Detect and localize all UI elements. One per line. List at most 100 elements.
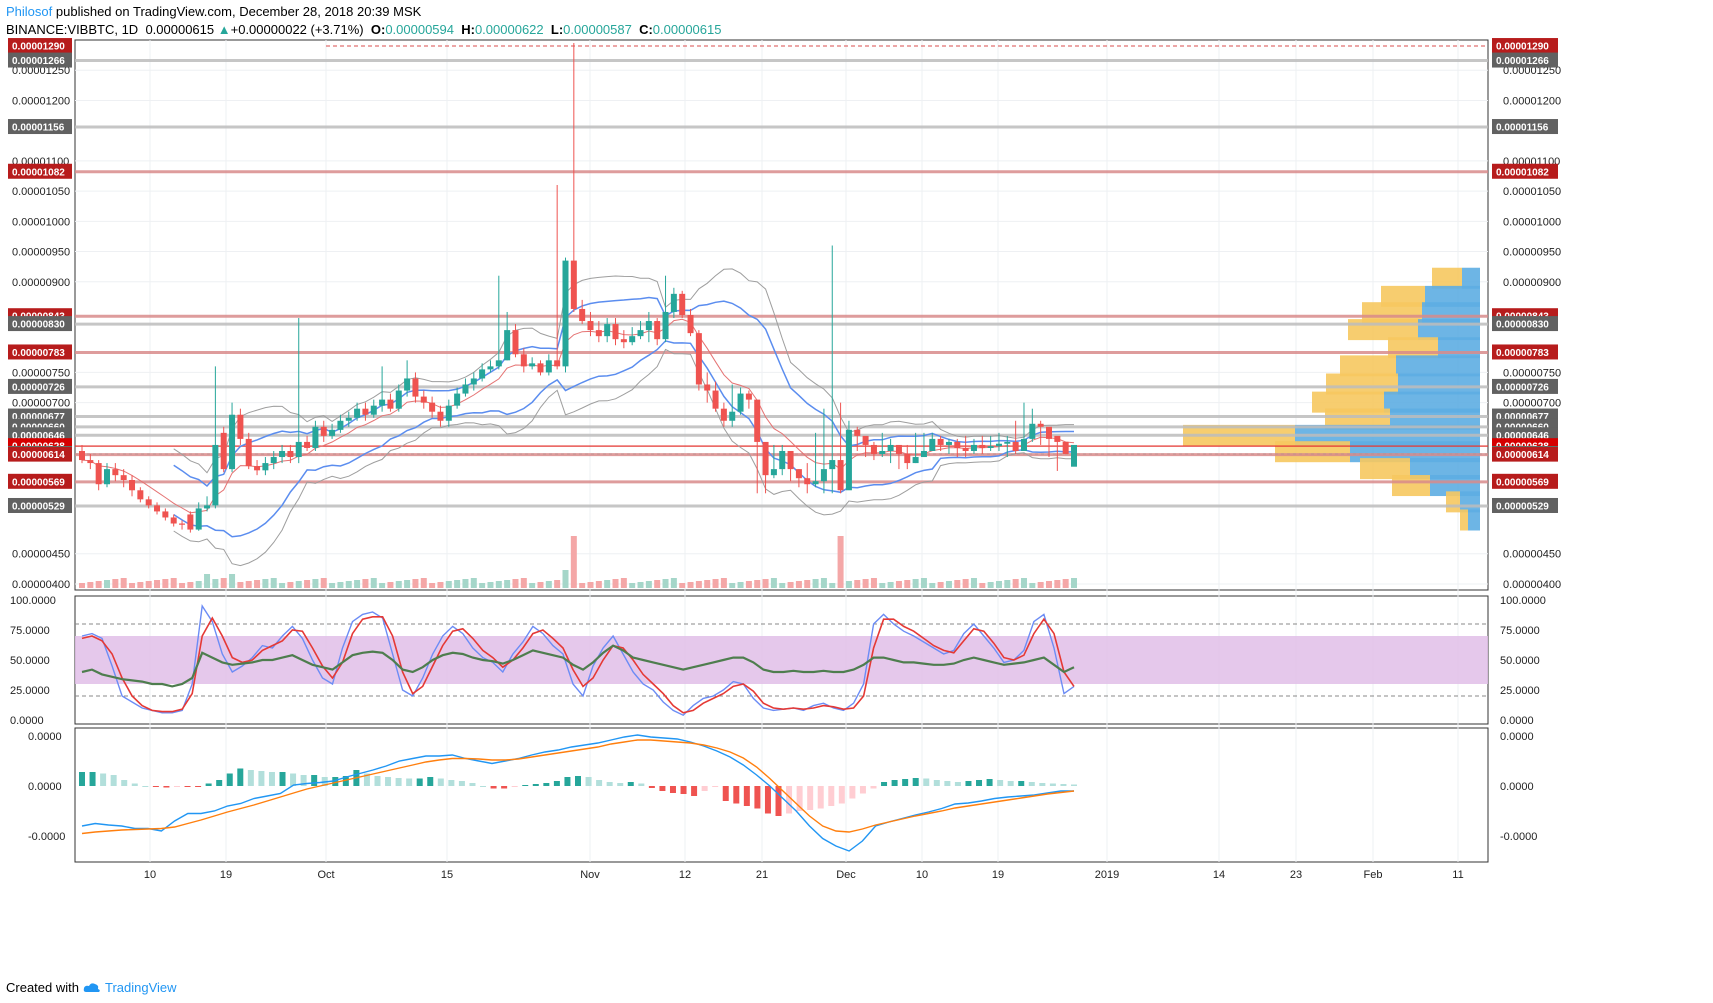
macd-histogram-bar	[226, 773, 233, 786]
volume-bar	[1054, 580, 1061, 588]
volume-bar	[712, 579, 719, 588]
candle-body	[654, 321, 661, 340]
volume-profile-down	[1430, 475, 1480, 497]
candle-body	[445, 405, 452, 421]
rsi-series-line	[81, 616, 1075, 714]
volume-bar	[895, 581, 902, 588]
volume-bar	[795, 581, 802, 588]
volume-bar	[745, 581, 752, 588]
macd-histogram-bar	[997, 780, 1004, 786]
price-level-tag-left	[8, 473, 72, 489]
macd-histogram-bar	[469, 783, 476, 786]
x-tick-label: 19	[220, 869, 232, 881]
rsi-tick-left: 75.0000	[10, 625, 50, 637]
macd-histogram-bar	[722, 786, 729, 801]
macd-histogram-bar	[902, 779, 909, 786]
volume-bar	[695, 581, 702, 588]
y-tick-label-left: 0.00000450	[12, 549, 70, 561]
volume-bar	[87, 582, 94, 588]
close-value: 0.00000615	[652, 22, 722, 37]
volume-bar	[779, 583, 786, 588]
candle-body	[1012, 441, 1019, 451]
bollinger-lower	[173, 348, 1074, 567]
candle-body	[1037, 423, 1044, 427]
volume-bar	[995, 581, 1002, 588]
macd-histogram-bar	[332, 777, 339, 786]
macd-histogram-bar	[131, 783, 138, 786]
macd-histogram-bar	[1007, 781, 1014, 786]
candle-body	[862, 435, 869, 445]
candle-body	[687, 315, 694, 334]
price-level-tag-right	[1492, 52, 1558, 68]
volume-bar	[962, 579, 969, 588]
price-level-tag-left	[8, 378, 72, 394]
volume-bar	[1012, 579, 1019, 588]
macd-histogram-bar	[501, 786, 508, 789]
volume-bar	[312, 579, 319, 588]
macd-histogram-bar	[427, 777, 434, 786]
macd-tick-right: -0.0000	[1500, 831, 1537, 843]
volume-profile-up	[1381, 285, 1425, 307]
rsi-tick-right: 0.0000	[1500, 715, 1534, 727]
volume-bar	[437, 582, 444, 588]
macd-histogram-bar	[838, 786, 845, 804]
rsi-tick-right: 50.0000	[1500, 655, 1540, 667]
macd-histogram-bar	[290, 773, 297, 786]
candle-body	[95, 463, 102, 485]
candle-body	[729, 411, 736, 421]
macd-histogram-bar	[184, 786, 191, 787]
macd-histogram-bar	[891, 780, 898, 786]
volume-bar	[412, 579, 419, 588]
volume-bar	[145, 581, 152, 588]
price-level-tag-left	[8, 52, 72, 68]
price-level-tag-left	[8, 163, 72, 179]
candle-body	[320, 426, 327, 436]
macd-histogram-bar	[363, 773, 370, 786]
candle-body	[637, 330, 644, 337]
macd-histogram-bar	[163, 786, 170, 788]
open-label: O:	[370, 22, 386, 37]
y-tick-label-left: 0.00000700	[12, 398, 70, 410]
macd-histogram-bar	[311, 775, 318, 786]
price-level-tag-right	[1492, 497, 1558, 513]
volume-bar	[504, 580, 511, 588]
price-level-tag-right-text: 0.00000726	[1496, 382, 1549, 393]
volume-profile-up	[1312, 391, 1384, 413]
volume-bar	[820, 578, 827, 588]
volume-bar	[395, 581, 402, 588]
y-tick-label-right: 0.00001000	[1503, 216, 1561, 228]
volume-bar	[862, 579, 869, 588]
volume-bar	[454, 580, 461, 588]
macd-tick-right: 0.0000	[1500, 781, 1534, 793]
price-level-tag-right-text: 0.00000830	[1496, 320, 1549, 331]
macd-histogram-bar	[1039, 783, 1046, 786]
volume-bar	[837, 536, 844, 588]
volume-bar	[970, 578, 977, 588]
volume-bar	[612, 579, 619, 588]
volume-bar	[812, 579, 819, 588]
author-link[interactable]: Philosof	[6, 4, 53, 19]
macd-histogram-bar	[1060, 784, 1067, 786]
x-tick-label: 12	[679, 869, 691, 881]
macd-histogram-bar	[142, 786, 149, 787]
chart-canvas[interactable]: 10 19 Oct 15 Nov 12 21 Dec 10 19 2019 14 23 Feb 11 0.00…	[0, 0, 1713, 980]
volume-bar	[529, 583, 536, 588]
x-tick-label: 19	[992, 869, 1004, 881]
candle-body	[329, 429, 336, 436]
candle-body	[1054, 435, 1061, 442]
macd-histogram-bar	[986, 779, 993, 786]
candle-body	[879, 450, 886, 455]
volume-bar	[904, 580, 911, 588]
candle-body	[304, 441, 311, 448]
candle-body	[962, 447, 969, 451]
volume-bar	[637, 582, 644, 588]
tradingview-link[interactable]: TradingView	[104, 980, 177, 995]
volume-bar	[537, 582, 544, 588]
volume-bar	[762, 579, 769, 588]
volume-bar	[770, 578, 777, 588]
candle-body	[529, 363, 536, 367]
volume-profile-up	[1392, 475, 1430, 497]
footer: Created with TradingView	[6, 980, 177, 995]
price-level-tag-right	[1492, 446, 1558, 462]
volume-profile-down	[1418, 319, 1480, 341]
